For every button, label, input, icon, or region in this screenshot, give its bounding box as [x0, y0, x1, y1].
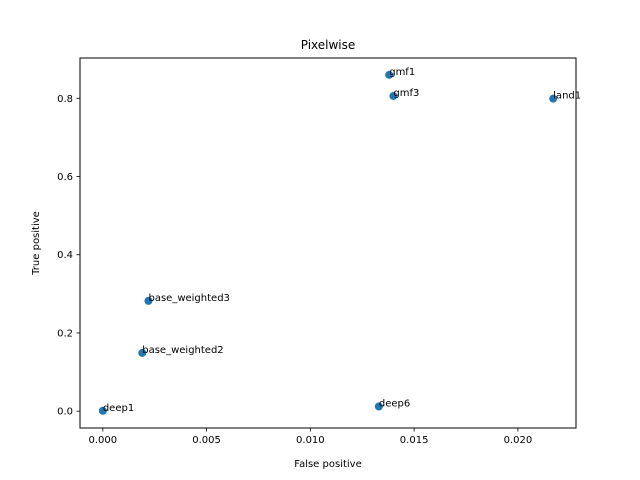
x-axis-ticks: 0.000 0.005 0.010 0.015 0.020 — [89, 428, 533, 446]
y-tick-label: 0.8 — [57, 94, 73, 105]
y-tick-label: 0.6 — [57, 172, 73, 183]
x-axis-label: False positive — [294, 459, 362, 470]
data-point-label-gmf3: gmf3 — [393, 88, 419, 99]
data-point-label-gmf1: gmf1 — [389, 67, 415, 78]
data-point-deep6 — [374, 402, 383, 411]
data-point-label-deep1: deep1 — [103, 403, 134, 414]
data-point-gmf3 — [389, 91, 398, 100]
data-point-base_weighted3 — [144, 296, 153, 305]
y-axis-label: True positive — [31, 211, 42, 276]
x-tick-label: 0.005 — [192, 435, 221, 446]
data-point-label-deep6: deep6 — [379, 398, 410, 409]
data-points — [98, 70, 558, 415]
x-tick-label: 0.000 — [89, 435, 118, 446]
data-point-land1 — [549, 94, 558, 103]
x-tick-label: 0.020 — [504, 435, 533, 446]
x-tick-label: 0.010 — [296, 435, 325, 446]
y-tick-label: 0.0 — [57, 407, 73, 418]
data-point-label-base_weighted2: base_weighted2 — [142, 345, 223, 356]
y-axis-ticks: 0.0 0.2 0.4 0.6 0.8 — [57, 94, 80, 418]
y-tick-label: 0.4 — [57, 250, 73, 261]
x-tick-label: 0.015 — [400, 435, 429, 446]
data-point-label-land1: land1 — [553, 91, 581, 102]
chart-title: Pixelwise — [301, 38, 356, 52]
data-point-deep1 — [98, 406, 107, 415]
y-tick-label: 0.2 — [57, 328, 73, 339]
data-point-gmf1 — [385, 70, 394, 79]
data-point-label-base_weighted3: base_weighted3 — [148, 293, 229, 304]
data-point-base_weighted2 — [138, 348, 147, 357]
plot-area — [80, 58, 576, 428]
data-point-labels: gmf1 gmf3 land1 base_weighted3 base_weighted… — [103, 67, 581, 414]
plot-frame — [79, 57, 577, 429]
